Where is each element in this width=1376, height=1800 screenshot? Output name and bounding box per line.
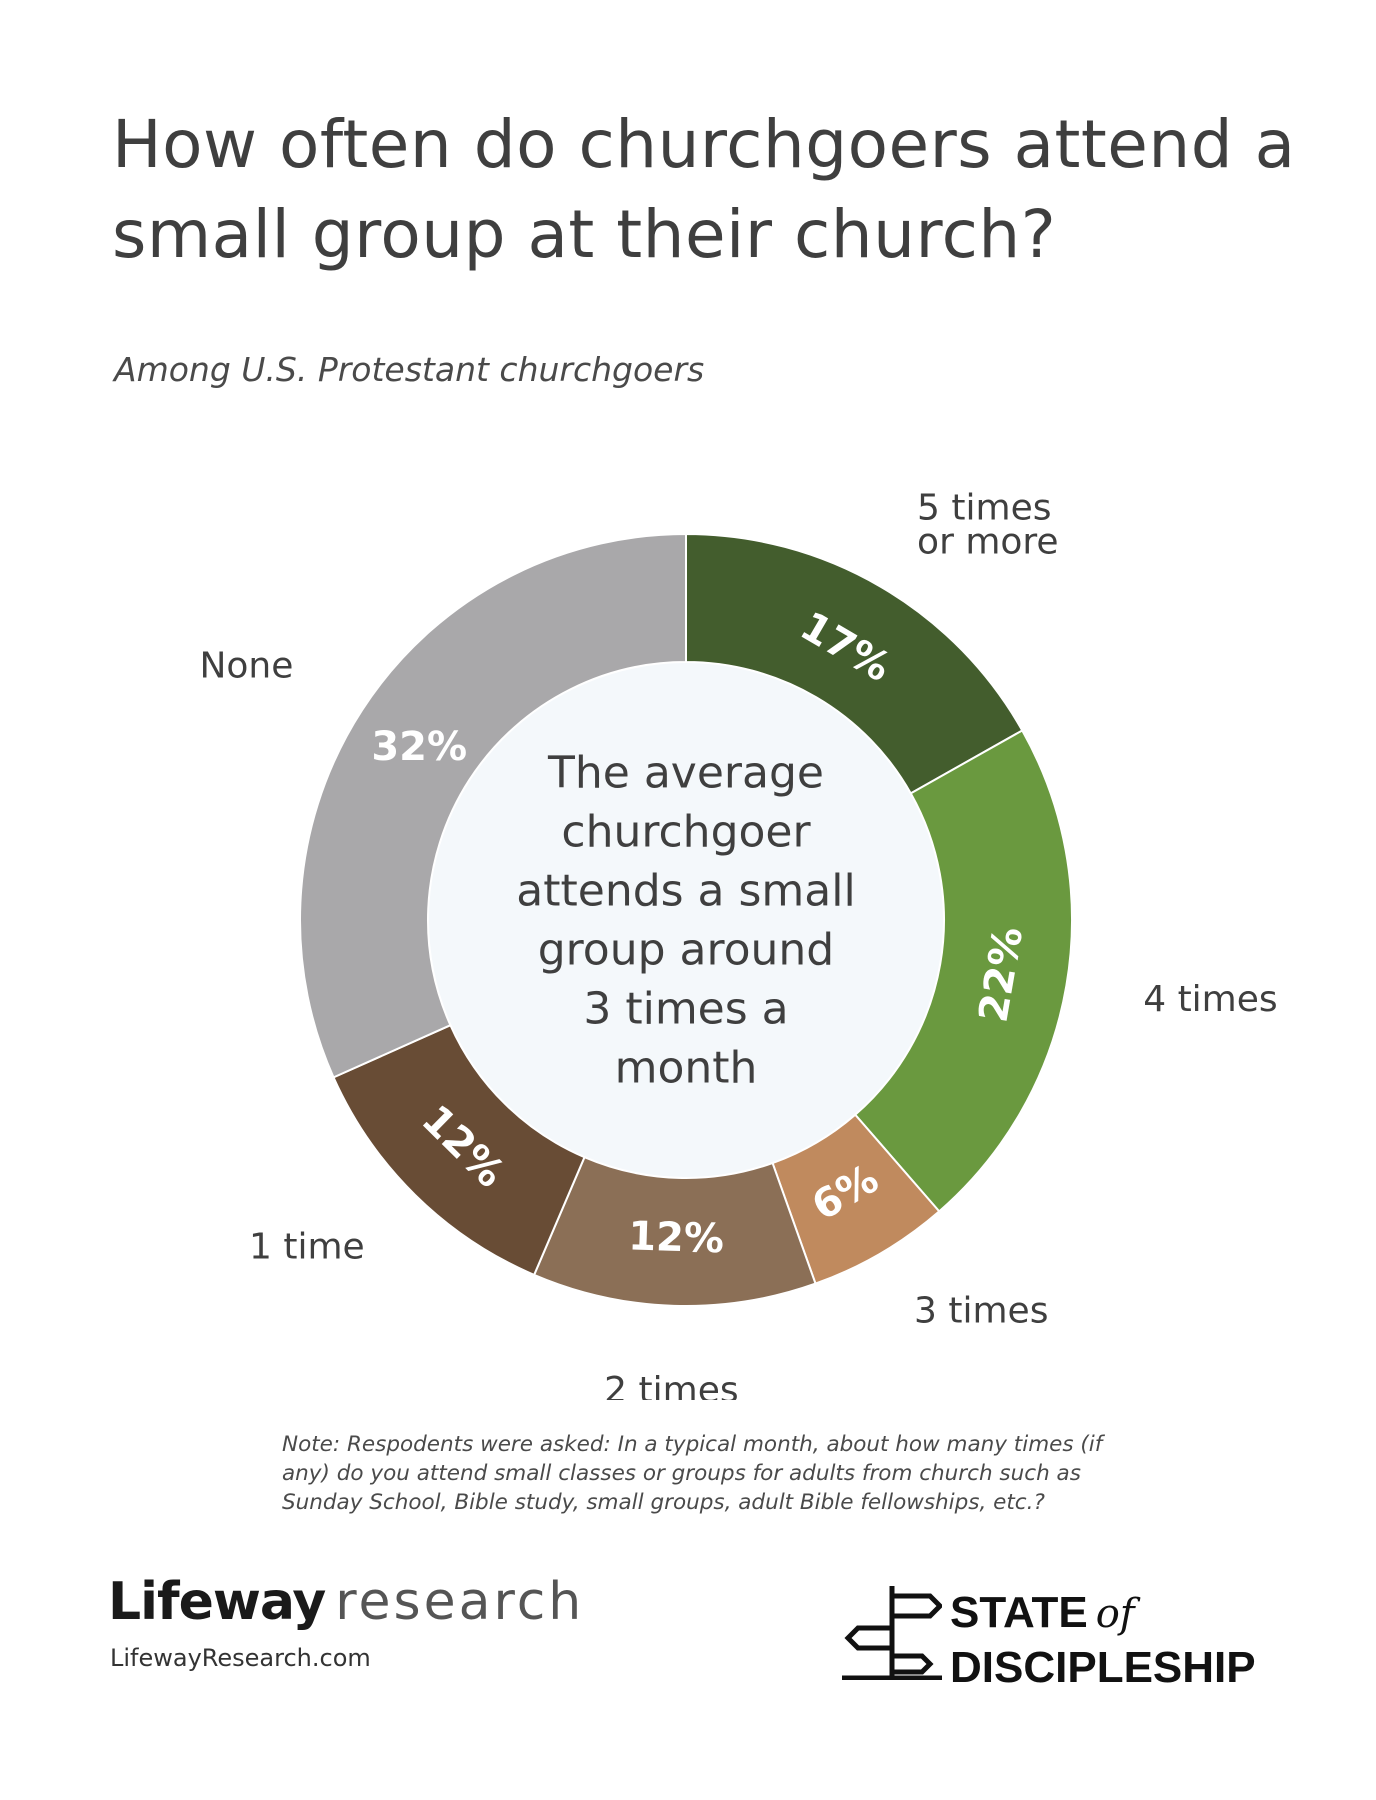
logo-line1: STATE: [950, 1588, 1088, 1637]
category-label-3-times: 3 times: [914, 1290, 1048, 1331]
slice-none: [299, 532, 687, 1079]
brand-url: LifewayResearch.com: [110, 1644, 371, 1672]
category-label-none: None: [199, 645, 293, 686]
chart-subtitle: Among U.S. Protestant churchgoers: [114, 350, 705, 389]
value-label-2-times: 12%: [628, 1213, 725, 1262]
slice-4-times: [853, 729, 1073, 1213]
category-label-5-times-or-more: 5 times or more: [917, 487, 1059, 562]
state-of-discipleship-logo: STATE of DISCIPLESHIP: [950, 1586, 1256, 1695]
page-title: How often do churchgoers attend a small …: [112, 106, 1296, 273]
lifeway-research-logo: Lifeway research: [108, 1572, 584, 1632]
value-label-none: 32%: [371, 724, 467, 770]
category-label-1-time: 1 time: [249, 1226, 365, 1267]
signpost-icon: [842, 1586, 942, 1680]
logo-line2: DISCIPLESHIP: [950, 1643, 1256, 1692]
donut-center: [429, 663, 943, 1177]
center-callout-text: The average churchgoer attends a small grou…: [516, 747, 855, 1093]
logo-of: of: [1095, 1591, 1135, 1637]
brand-suffix: research: [335, 1572, 585, 1632]
survey-note: Note: Respodents were asked: In a typica…: [282, 1432, 1103, 1515]
category-label-4-times: 4 times: [1143, 978, 1277, 1019]
category-label-2-times: 2 times: [604, 1369, 738, 1400]
brand-name: Lifeway: [108, 1572, 326, 1632]
